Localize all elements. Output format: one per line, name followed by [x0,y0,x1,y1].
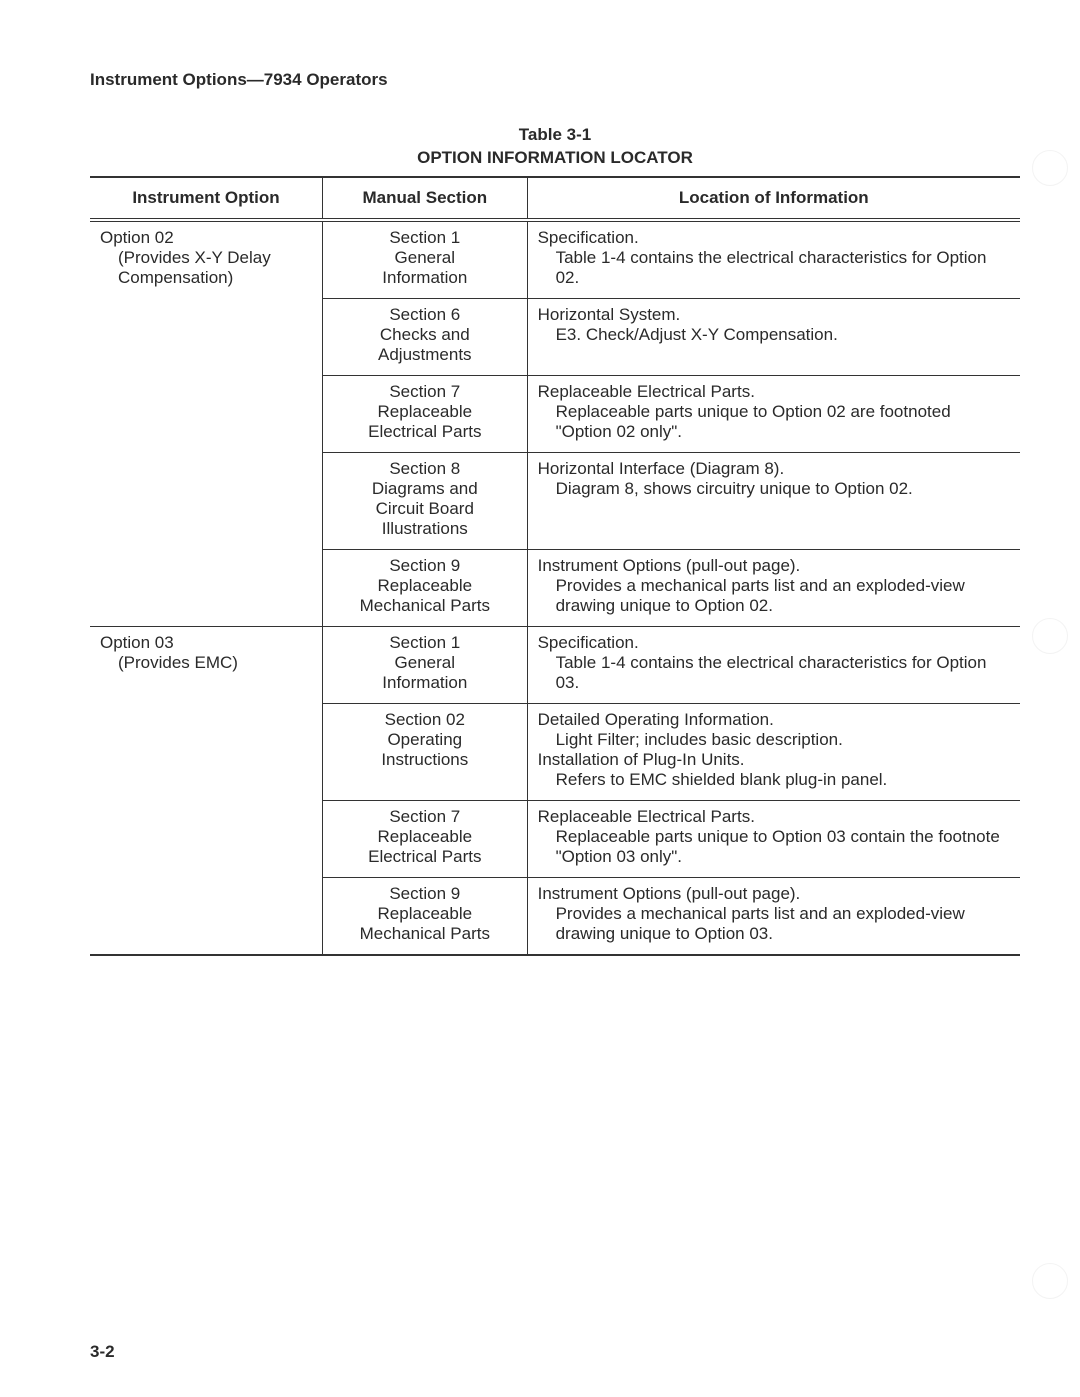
manual-section-line: Section 9 [333,556,517,576]
option-subtext: (Provides EMC) [100,653,312,673]
cell-location-of-information: Detailed Operating Information.Light Fil… [527,703,1020,800]
option-subtext: Compensation) [100,268,312,288]
location-detail: Diagram 8, shows circuitry unique to Opt… [538,479,1010,499]
manual-section-line: Electrical Parts [333,847,517,867]
cell-manual-section: Section 7ReplaceableElectrical Parts [323,800,528,877]
location-heading: Horizontal System. [538,305,1010,325]
page-number: 3-2 [90,1342,115,1362]
manual-section-line: Circuit Board [333,499,517,519]
table-body: Option 02(Provides X-Y DelayCompensation… [90,220,1020,955]
manual-section-line: Section 7 [333,382,517,402]
manual-section-line: Operating [333,730,517,750]
location-detail: Replaceable parts unique to Option 03 co… [538,827,1010,867]
location-heading: Horizontal Interface (Diagram 8). [538,459,1010,479]
table-caption: Table 3-1 OPTION INFORMATION LOCATOR [90,124,1020,170]
scan-artifact-circle [1032,618,1068,654]
cell-manual-section: Section 9ReplaceableMechanical Parts [323,877,528,955]
scan-artifact-circle [1032,150,1068,186]
cell-location-of-information: Replaceable Electrical Parts.Replaceable… [527,375,1020,452]
manual-section-line: Section 1 [333,228,517,248]
manual-section-line: General [333,248,517,268]
cell-instrument-option: Option 02(Provides X-Y DelayCompensation… [90,220,323,627]
cell-location-of-information: Horizontal System.E3. Check/Adjust X-Y C… [527,298,1020,375]
manual-section-line: Mechanical Parts [333,924,517,944]
cell-manual-section: Section 6Checks andAdjustments [323,298,528,375]
running-head: Instrument Options—7934 Operators [90,70,1020,90]
scan-artifact-circle [1032,1263,1068,1299]
location-detail: Refers to EMC shielded blank plug-in pan… [538,770,1010,790]
cell-instrument-option: Option 03(Provides EMC) [90,626,323,955]
location-detail: Provides a mechanical parts list and an … [538,904,1010,944]
manual-section-line: Section 8 [333,459,517,479]
table-caption-line2: OPTION INFORMATION LOCATOR [417,148,693,167]
manual-section-line: Information [333,268,517,288]
manual-section-line: Diagrams and [333,479,517,499]
manual-section-line: Electrical Parts [333,422,517,442]
location-heading: Detailed Operating Information. [538,710,1010,730]
header-instrument-option: Instrument Option [90,177,323,220]
cell-manual-section: Section 1GeneralInformation [323,220,528,299]
cell-manual-section: Section 7ReplaceableElectrical Parts [323,375,528,452]
manual-section-line: Section 02 [333,710,517,730]
location-detail: Table 1-4 contains the electrical charac… [538,248,1010,288]
cell-manual-section: Section 9ReplaceableMechanical Parts [323,549,528,626]
manual-section-line: Replaceable [333,827,517,847]
location-detail: Table 1-4 contains the electrical charac… [538,653,1010,693]
document-page: Instrument Options—7934 Operators Table … [0,0,1080,1397]
manual-section-line: Information [333,673,517,693]
cell-location-of-information: Instrument Options (pull-out page).Provi… [527,549,1020,626]
manual-section-line: Replaceable [333,402,517,422]
location-detail: E3. Check/Adjust X-Y Compensation. [538,325,1010,345]
option-information-locator-table: Instrument Option Manual Section Locatio… [90,176,1020,956]
option-name: Option 02 [100,228,312,248]
manual-section-line: Section 7 [333,807,517,827]
manual-section-line: General [333,653,517,673]
cell-manual-section: Section 8Diagrams andCircuit BoardIllust… [323,452,528,549]
cell-location-of-information: Specification.Table 1-4 contains the ele… [527,626,1020,703]
manual-section-line: Section 6 [333,305,517,325]
cell-location-of-information: Instrument Options (pull-out page).Provi… [527,877,1020,955]
location-detail: Provides a mechanical parts list and an … [538,576,1010,616]
manual-section-line: Section 1 [333,633,517,653]
location-detail: Replaceable parts unique to Option 02 ar… [538,402,1010,442]
manual-section-line: Adjustments [333,345,517,365]
option-subtext: (Provides X-Y Delay [100,248,312,268]
location-heading: Specification. [538,633,1010,653]
header-manual-section: Manual Section [323,177,528,220]
location-heading: Replaceable Electrical Parts. [538,807,1010,827]
manual-section-line: Replaceable [333,576,517,596]
table-header-row: Instrument Option Manual Section Locatio… [90,177,1020,220]
manual-section-line: Mechanical Parts [333,596,517,616]
table-caption-line1: Table 3-1 [519,125,591,144]
location-detail: Light Filter; includes basic description… [538,730,1010,750]
location-heading: Replaceable Electrical Parts. [538,382,1010,402]
header-location-of-information: Location of Information [527,177,1020,220]
cell-location-of-information: Horizontal Interface (Diagram 8).Diagram… [527,452,1020,549]
location-heading: Instrument Options (pull-out page). [538,556,1010,576]
location-heading: Specification. [538,228,1010,248]
location-heading: Instrument Options (pull-out page). [538,884,1010,904]
manual-section-line: Replaceable [333,904,517,924]
location-heading: Installation of Plug-In Units. [538,750,1010,770]
manual-section-line: Illustrations [333,519,517,539]
table-row: Option 02(Provides X-Y DelayCompensation… [90,220,1020,299]
table-row: Option 03(Provides EMC) Section 1GeneralI… [90,626,1020,703]
manual-section-line: Section 9 [333,884,517,904]
manual-section-line: Checks and [333,325,517,345]
cell-manual-section: Section 02OperatingInstructions [323,703,528,800]
cell-location-of-information: Specification.Table 1-4 contains the ele… [527,220,1020,299]
cell-manual-section: Section 1GeneralInformation [323,626,528,703]
manual-section-line: Instructions [333,750,517,770]
option-name: Option 03 [100,633,312,653]
cell-location-of-information: Replaceable Electrical Parts.Replaceable… [527,800,1020,877]
